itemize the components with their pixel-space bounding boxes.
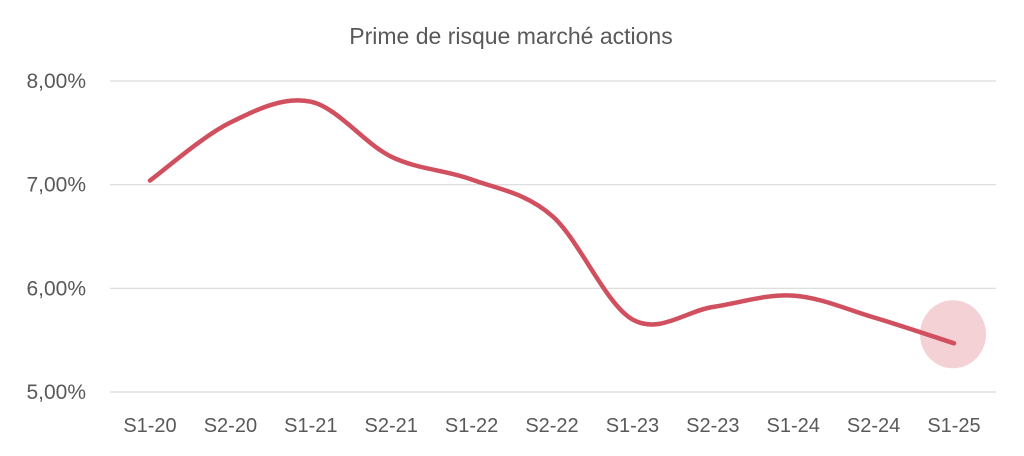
x-tick-label: S1-22 xyxy=(445,415,498,437)
x-tick-label: S2-23 xyxy=(686,415,739,437)
x-tick-label: S1-20 xyxy=(123,415,176,437)
y-tick-label: 5,00% xyxy=(26,381,86,404)
x-tick-label: S2-24 xyxy=(847,415,900,437)
y-axis-ticks: 8,00% 7,00% 6,00% 5,00% xyxy=(26,70,86,404)
highlight-circle xyxy=(920,300,986,369)
x-tick-label: S1-23 xyxy=(606,415,659,437)
x-tick-label: S2-20 xyxy=(204,415,257,437)
x-tick-label: S1-21 xyxy=(284,415,337,437)
x-tick-label: S1-24 xyxy=(767,415,820,437)
series-line xyxy=(147,98,957,346)
x-axis-ticks: S1-20 S2-20 S1-21 S2-21 S1-22 S2-22 S1-23 S2-23… xyxy=(123,415,980,437)
series-layer xyxy=(147,98,957,346)
x-tick-label: S1-25 xyxy=(927,415,980,437)
y-tick-label: 8,00% xyxy=(26,70,86,93)
y-tick-label: 6,00% xyxy=(26,277,86,300)
x-tick-label: S2-21 xyxy=(365,415,418,437)
x-tick-label: S2-22 xyxy=(525,415,578,437)
highlight-layer xyxy=(920,300,986,369)
gridlines xyxy=(110,80,996,393)
chart-title: Prime de risque marché actions xyxy=(349,23,672,49)
y-tick-label: 7,00% xyxy=(26,174,86,197)
